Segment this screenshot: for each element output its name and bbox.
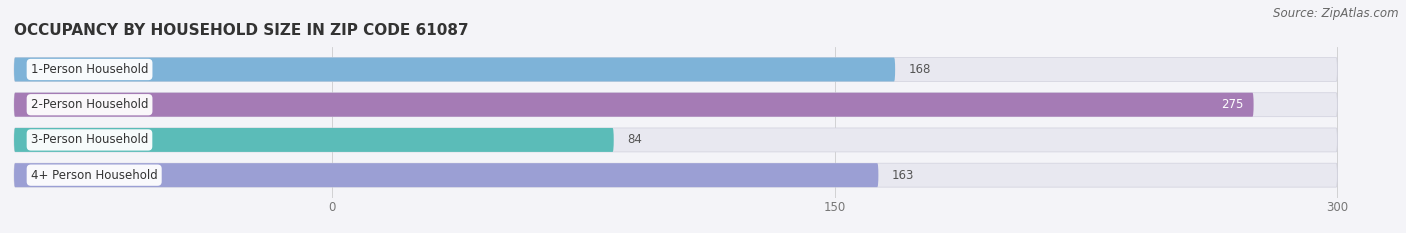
FancyBboxPatch shape — [14, 128, 614, 152]
Text: 2-Person Household: 2-Person Household — [31, 98, 148, 111]
Text: Source: ZipAtlas.com: Source: ZipAtlas.com — [1274, 7, 1399, 20]
Text: 168: 168 — [908, 63, 931, 76]
Text: 84: 84 — [627, 134, 643, 146]
FancyBboxPatch shape — [14, 58, 1337, 82]
FancyBboxPatch shape — [14, 93, 1254, 117]
FancyBboxPatch shape — [14, 163, 879, 187]
FancyBboxPatch shape — [14, 93, 1337, 117]
Text: OCCUPANCY BY HOUSEHOLD SIZE IN ZIP CODE 61087: OCCUPANCY BY HOUSEHOLD SIZE IN ZIP CODE … — [14, 24, 468, 38]
Text: 275: 275 — [1222, 98, 1243, 111]
FancyBboxPatch shape — [14, 58, 896, 82]
Text: 163: 163 — [891, 169, 914, 182]
FancyBboxPatch shape — [14, 163, 1337, 187]
Text: 3-Person Household: 3-Person Household — [31, 134, 148, 146]
Text: 4+ Person Household: 4+ Person Household — [31, 169, 157, 182]
Text: 1-Person Household: 1-Person Household — [31, 63, 148, 76]
FancyBboxPatch shape — [14, 128, 1337, 152]
